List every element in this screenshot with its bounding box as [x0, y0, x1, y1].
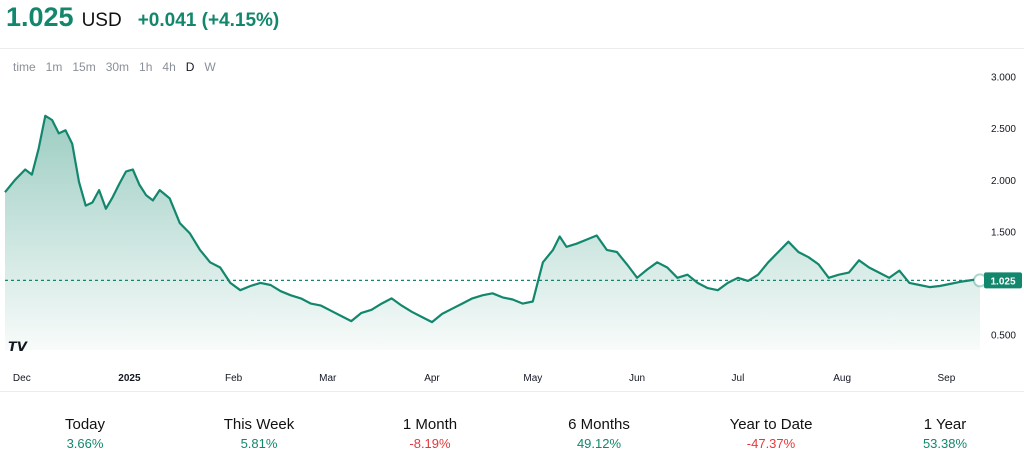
timeframe-15m[interactable]: 15m: [72, 60, 96, 74]
currency-label: USD: [81, 10, 122, 31]
y-tick-label: 0.500: [991, 331, 1016, 342]
x-tick-label: Feb: [225, 373, 243, 384]
stat-label: Year to Date: [729, 416, 813, 433]
stat-year-to-date: Year to Date -47.37%: [686, 416, 856, 451]
price-area: [5, 115, 980, 350]
stat-value: 3.66%: [66, 436, 104, 451]
x-tick-label: Dec: [13, 373, 31, 384]
stat-label: 1 Year: [923, 416, 967, 433]
stat-label: 1 Month: [402, 416, 458, 433]
chart-panel: [0, 48, 1024, 392]
price-chart: 3.0002.5002.0001.5001.0000.5001.025Dec20…: [4, 73, 1022, 384]
stat-today: Today 3.66%: [0, 416, 170, 451]
stat-value: 5.81%: [240, 436, 278, 451]
y-tick-label: 1.500: [991, 227, 1016, 238]
stat-value: 49.12%: [576, 436, 622, 451]
last-price-label-bg: [984, 272, 1022, 289]
timeframe-d[interactable]: D: [185, 60, 195, 74]
timeframe-1m[interactable]: 1m: [45, 60, 63, 74]
x-tick-label: 2025: [118, 373, 141, 384]
stat-value: 53.38%: [922, 436, 968, 451]
price-line: [4, 114, 981, 324]
stat-1-year: 1 Year 53.38%: [860, 416, 1024, 451]
stat-value: -8.19%: [409, 436, 451, 451]
x-tick-label: Sep: [937, 373, 955, 384]
tradingview-logo-icon: 𝙏𝙑: [8, 340, 27, 355]
stat-label: Today: [64, 416, 106, 433]
timeframe-selector: time 1m 15m 30m 1h 4h D W: [8, 60, 221, 74]
current-price: 1.025: [6, 2, 74, 32]
y-tick-label: 2.000: [991, 176, 1016, 187]
performance-stats: Today 3.66% This Week 5.81% 1 Month -8.19% 6 M…: [0, 408, 1024, 457]
timeframe-30m[interactable]: 30m: [105, 60, 130, 74]
stat-label: This Week: [223, 416, 295, 433]
timeframe-w[interactable]: W: [204, 60, 216, 74]
stat-this-week: This Week 5.81%: [174, 416, 344, 451]
stat-1-month: 1 Month -8.19%: [345, 416, 515, 451]
x-tick-label: May: [523, 373, 542, 384]
x-tick-label: Apr: [424, 373, 440, 384]
price-change: +0.041 (+4.15%): [137, 10, 280, 31]
timeframe-4h[interactable]: 4h: [162, 60, 176, 74]
y-tick-label: 3.000: [991, 73, 1016, 84]
x-tick-label: Jul: [732, 373, 745, 384]
x-tick-label: Jun: [629, 373, 645, 384]
y-tick-label: 2.500: [991, 124, 1016, 135]
last-price-label: 1.025: [990, 276, 1015, 287]
timeframe-1h[interactable]: 1h: [139, 60, 153, 74]
stat-value: -47.37%: [746, 436, 796, 451]
price-header: 1.025 USD +0.041 (+4.15%): [6, 2, 279, 36]
x-tick-label: Aug: [833, 373, 851, 384]
stat-label: 6 Months: [568, 416, 630, 433]
stat-6-months: 6 Months 49.12%: [514, 416, 684, 451]
x-tick-label: Mar: [319, 373, 337, 384]
timeframe-time[interactable]: time: [13, 60, 36, 74]
